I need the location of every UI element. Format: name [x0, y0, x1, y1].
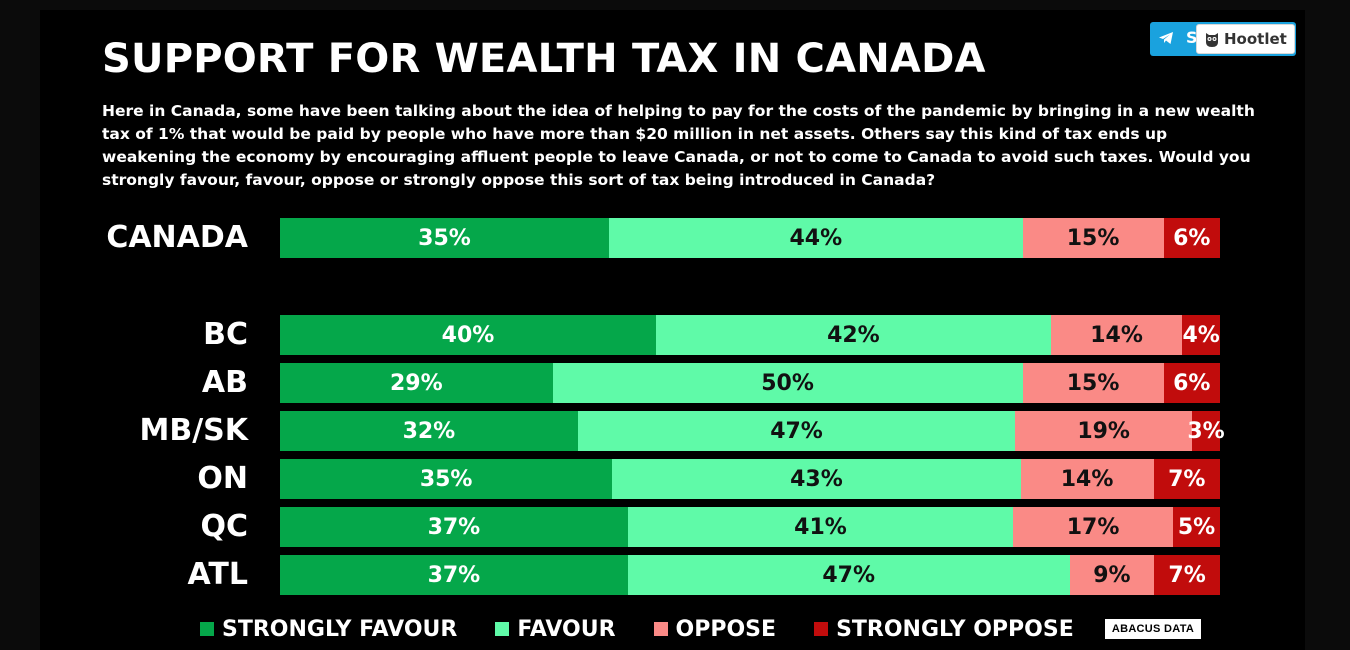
bar-segment: 42%: [656, 315, 1051, 355]
bar-segment: 15%: [1022, 363, 1164, 403]
bar-segment: 32%: [280, 411, 578, 451]
legend-item: FAVOUR: [495, 616, 616, 642]
abacus-data-logo: ABACUS DATA: [1105, 619, 1201, 639]
legend-label: STRONGLY OPPOSE: [836, 616, 1074, 642]
legend-swatch: [200, 622, 214, 636]
bar-segment: 47%: [577, 411, 1016, 451]
bar-segment: 14%: [1050, 315, 1183, 355]
bar-segment: 43%: [612, 459, 1021, 499]
data-label: 35%: [418, 225, 471, 251]
data-label: 43%: [790, 466, 843, 492]
data-label: 40%: [441, 322, 495, 348]
legend-swatch: [814, 622, 829, 636]
data-label: 47%: [770, 418, 823, 444]
bar-row: 35% 43% 14% 7%: [280, 459, 1220, 499]
legend-label: STRONGLY FAVOUR: [222, 616, 458, 642]
legend-item: STRONGLY FAVOUR: [200, 617, 457, 642]
data-label: 15%: [1066, 370, 1120, 396]
row-label: ATL: [187, 557, 248, 592]
data-label: 14%: [1090, 322, 1143, 348]
bar-row: 29% 50% 15% 6%: [280, 363, 1220, 403]
data-label: 37%: [427, 514, 481, 540]
bar-segment: 14%: [1020, 459, 1154, 499]
bar-segment: 50%: [552, 363, 1023, 403]
data-label: 14%: [1060, 466, 1114, 492]
bar-segment: 47%: [627, 555, 1070, 595]
legend-label: FAVOUR: [517, 616, 616, 642]
bar-row: 32% 47% 19% 3%: [280, 411, 1225, 451]
bar-segment: 41%: [627, 507, 1014, 547]
data-label: 44%: [789, 225, 843, 251]
data-label: 9%: [1093, 562, 1131, 588]
hootlet-label: Hootlet: [1224, 30, 1287, 48]
legend-item: OPPOSE: [653, 616, 777, 642]
bar-segment: 5%: [1173, 507, 1220, 547]
bar-segment: 15%: [1022, 218, 1164, 258]
owl-icon: [1206, 33, 1218, 47]
telegram-icon: [1159, 32, 1173, 44]
legend-label: OPPOSE: [675, 616, 777, 642]
data-label: 37%: [427, 562, 481, 588]
bar-segment: 37%: [280, 555, 628, 595]
bar-segment: 6%: [1163, 218, 1220, 258]
bar-row: 37% 41% 17% 5%: [280, 507, 1220, 547]
chart-title: SUPPORT FOR WEALTH TAX IN CANADA: [102, 36, 986, 82]
bar-segment: 35%: [280, 459, 613, 499]
data-label: 19%: [1077, 418, 1130, 444]
data-label: 6%: [1173, 225, 1211, 251]
row-label: ON: [197, 461, 248, 496]
bar-row: 37% 47% 9% 7%: [280, 555, 1220, 595]
bar-segment: 44%: [609, 218, 1023, 258]
bar-segment: 19%: [1015, 411, 1193, 451]
chart-legend: STRONGLY FAVOUR FAVOUR OPPOSE STRONGLY OPPO…: [200, 614, 1112, 644]
data-label: 5%: [1177, 514, 1216, 540]
bar-row: 40% 42% 14% 4%: [280, 315, 1220, 355]
data-label: 7%: [1168, 562, 1206, 588]
data-label: 42%: [827, 322, 880, 348]
bar-segment: 35%: [280, 218, 609, 258]
data-label: 4%: [1182, 322, 1220, 348]
row-label: BC: [203, 317, 248, 352]
bar-segment: 17%: [1013, 507, 1173, 547]
data-label: 17%: [1066, 514, 1120, 540]
data-label: 50%: [761, 370, 814, 396]
row-label: CANADA: [106, 220, 248, 255]
data-label: 7%: [1168, 466, 1206, 492]
row-label: MB/SK: [139, 413, 248, 448]
data-label: 15%: [1066, 225, 1120, 251]
bar-row: 35% 44% 15% 6%: [280, 218, 1220, 258]
legend-item: STRONGLY OPPOSE: [814, 617, 1074, 642]
bar-segment: 7%: [1154, 555, 1220, 595]
bar-segment: 6%: [1163, 363, 1220, 403]
bar-segment: 4%: [1182, 315, 1220, 355]
row-label: AB: [201, 365, 248, 400]
row-label: QC: [200, 509, 248, 544]
data-label: 29%: [389, 370, 443, 396]
bar-segment: 3%: [1187, 411, 1225, 451]
bar-segment: 37%: [280, 507, 628, 547]
survey-question: Here in Canada, some have been talking a…: [102, 102, 1255, 189]
data-label: 32%: [402, 418, 456, 444]
data-label: 35%: [419, 466, 473, 492]
bar-segment: 29%: [280, 363, 553, 403]
data-label: 3%: [1187, 418, 1225, 444]
legend-swatch: [653, 622, 668, 636]
legend-swatch: [495, 622, 510, 636]
share-label: S: [1186, 28, 1198, 47]
bar-segment: 40%: [280, 315, 656, 355]
bar-segment: 9%: [1069, 555, 1155, 595]
data-label: 6%: [1173, 370, 1211, 396]
bar-segment: 7%: [1153, 459, 1220, 499]
data-label: 41%: [794, 514, 847, 540]
data-label: 47%: [822, 562, 876, 588]
